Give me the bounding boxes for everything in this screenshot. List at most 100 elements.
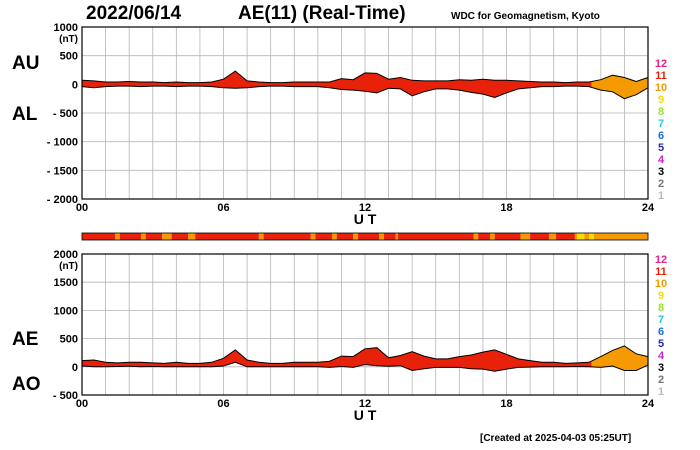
station-segment [115, 233, 120, 240]
y-tick-label: - 1500 [47, 165, 78, 177]
legend-level-7: 7 [657, 118, 665, 130]
ae-side-label: AE [12, 329, 39, 350]
legend-level-8: 8 [657, 106, 665, 118]
y-tick-label: 2000 [54, 249, 78, 261]
station-segment [188, 233, 196, 240]
legend-level-9: 9 [657, 290, 665, 302]
x-tick-label: 12 [359, 202, 371, 214]
legend-level-3: 3 [657, 362, 665, 374]
station-segment [593, 233, 648, 240]
series-line-ao [81, 361, 649, 372]
legend-level-5: 5 [657, 142, 665, 154]
x-axis-label: U T [354, 407, 377, 423]
legend-level-2: 2 [657, 178, 665, 190]
station-segment [379, 233, 384, 240]
series-line-au [81, 70, 649, 84]
station-segment [520, 233, 531, 240]
legend-level-4: 4 [657, 350, 665, 362]
station-segment [310, 233, 316, 240]
activity-legend-top: 12 11 10 9 8 7 6 5 4 3 2 1 [650, 58, 672, 202]
station-segment [145, 233, 163, 240]
chart-title: AE(11) (Real-Time) [238, 3, 406, 24]
station-segment [548, 233, 557, 240]
station-segment [263, 233, 311, 240]
x-tick-label: 18 [500, 398, 512, 410]
legend-level-12: 12 [654, 58, 668, 70]
station-segment [473, 233, 479, 240]
legend-level-10: 10 [654, 278, 668, 290]
station-segment [478, 233, 490, 240]
index-fill-area-late [591, 345, 648, 371]
x-axis-label: U T [354, 211, 377, 227]
y-tick-label: 0 [72, 79, 78, 91]
legend-level-11: 11 [655, 70, 667, 82]
al-side-label: AL [12, 104, 38, 125]
legend-level-8: 8 [657, 302, 665, 314]
station-segment [556, 233, 575, 240]
legend-level-1: 1 [657, 190, 665, 202]
station-segment [331, 233, 337, 240]
station-segment [162, 233, 172, 240]
legend-level-5: 5 [657, 338, 665, 350]
legend-level-10: 10 [654, 82, 668, 94]
x-tick-label: 24 [642, 202, 655, 214]
activity-legend-bottom: 12 11 10 9 8 7 6 5 4 3 2 1 [650, 254, 672, 398]
index-fill-area [82, 345, 648, 372]
au-al-panel: 1000 500 0 - 500 - 1000 - 1500 - 2000 (nT) 00 06 1… [47, 22, 655, 227]
legend-level-6: 6 [657, 130, 665, 142]
station-segment [577, 233, 585, 240]
legend-level-12: 12 [654, 254, 668, 266]
station-segment [383, 233, 396, 240]
legend-level-7: 7 [657, 314, 665, 326]
station-segment [398, 233, 474, 240]
station-segment [353, 233, 358, 240]
station-segment [489, 233, 495, 240]
station-segment [336, 233, 354, 240]
x-tick-label: 00 [76, 398, 88, 410]
station-segment [258, 233, 264, 240]
station-segment [315, 233, 332, 240]
plot-frame [81, 26, 649, 200]
x-tick-label: 06 [217, 202, 229, 214]
station-segment [195, 233, 259, 240]
x-tick-label: 12 [359, 398, 371, 410]
station-segment [530, 233, 549, 240]
station-segment [574, 233, 578, 240]
station-segment [357, 233, 380, 240]
y-tick-label: 1000 [54, 22, 78, 34]
plot-frame [81, 253, 649, 396]
station-segment [584, 233, 590, 240]
chart-date: 2022/06/14 [86, 3, 182, 24]
series-line-al [81, 85, 649, 100]
legend-level-2: 2 [657, 374, 665, 386]
legend-level-4: 4 [657, 154, 665, 166]
legend-level-6: 6 [657, 326, 665, 338]
au-side-label: AU [12, 53, 40, 74]
y-tick-label: 1500 [54, 277, 78, 289]
x-tick-label: 24 [642, 398, 655, 410]
y-tick-label: 0 [72, 362, 78, 374]
creation-timestamp: [Created at 2025-04-03 05:25UT] [480, 433, 632, 444]
legend-level-11: 11 [655, 266, 667, 278]
legend-level-9: 9 [657, 94, 665, 106]
station-segment [589, 233, 594, 240]
station-segment [494, 233, 521, 240]
station-segment [395, 233, 399, 240]
y-tick-label: 500 [60, 334, 78, 346]
y-tick-label: 500 [60, 51, 78, 63]
legend-level-3: 3 [657, 166, 665, 178]
station-segment [119, 233, 141, 240]
y-tick-label: - 1000 [47, 137, 78, 149]
station-segment [82, 233, 116, 240]
y-tick-label: 1000 [54, 305, 78, 317]
station-coverage-bar [81, 232, 649, 241]
ao-side-label: AO [12, 374, 41, 395]
series-line-ae [81, 345, 649, 364]
y-unit-label: (nT) [59, 261, 78, 272]
ae-ao-panel: 2000 1500 1000 500 0 - 500 (nT) 00 06 12 18 24 U T [53, 249, 655, 423]
y-tick-label: - 500 [53, 390, 78, 402]
x-tick-label: 18 [500, 202, 512, 214]
x-tick-label: 00 [76, 202, 88, 214]
station-segment [171, 233, 189, 240]
